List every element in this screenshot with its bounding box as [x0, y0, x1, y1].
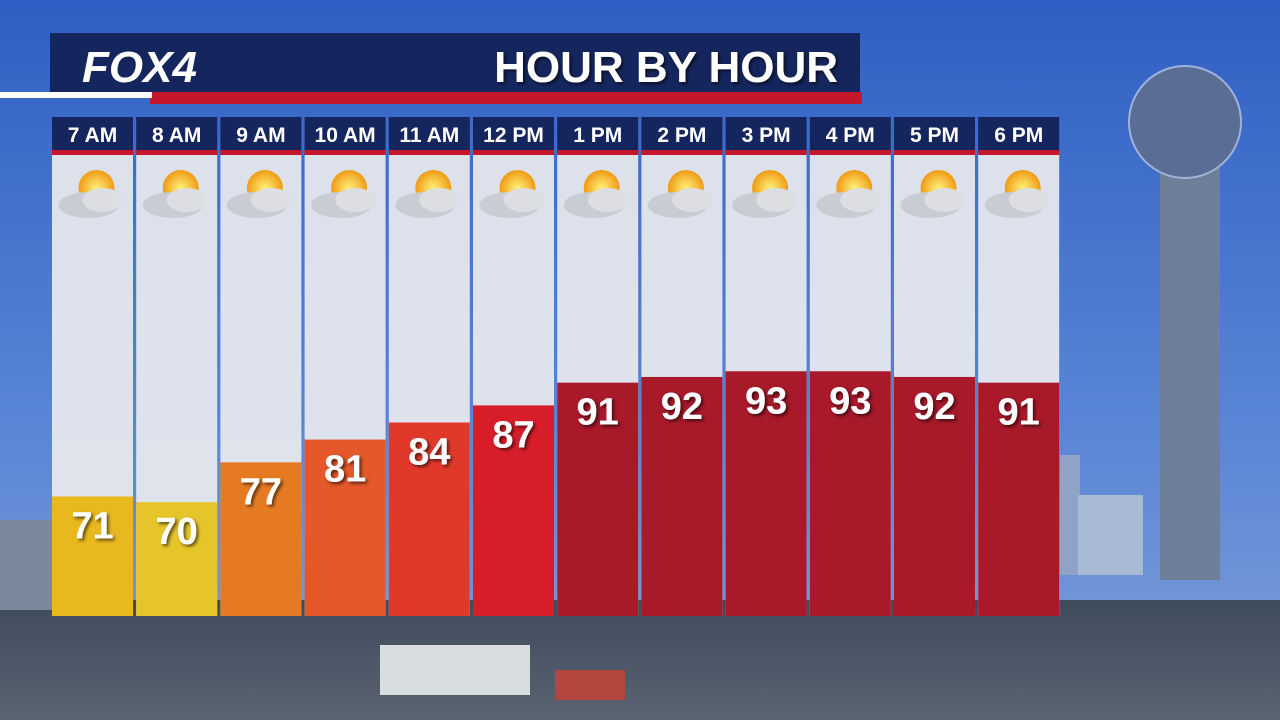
weather-icon: [647, 170, 712, 218]
header-stripe: [894, 150, 975, 155]
bar: [557, 382, 639, 616]
header-stripe: [725, 150, 807, 155]
header-stripe: [473, 150, 554, 155]
column-header: [809, 117, 891, 152]
column-header: [136, 117, 218, 152]
cloud: [250, 188, 291, 212]
hour-label: 9 AM: [236, 124, 285, 147]
logo: FOX4: [82, 43, 197, 92]
hour-label: 3 PM: [742, 124, 791, 147]
column-header: [725, 117, 807, 152]
value-label: 87: [492, 414, 534, 456]
cloud: [419, 188, 460, 212]
bar: [52, 496, 133, 616]
bar: [388, 422, 470, 616]
weather-icon: [226, 170, 291, 218]
header-stripe: [978, 150, 1060, 155]
hour-label: 10 AM: [315, 124, 376, 147]
hour-label: 12 PM: [483, 124, 544, 147]
header-stripe: [136, 150, 218, 155]
column-header: [641, 117, 723, 152]
cloud: [503, 188, 544, 212]
weather-icon: [311, 170, 376, 218]
weather-icon: [563, 170, 628, 218]
bar: [809, 371, 891, 616]
weather-icon: [816, 170, 881, 218]
bar: [725, 371, 807, 616]
hour-label: 11 AM: [399, 124, 459, 147]
hour-label: 4 PM: [826, 124, 875, 147]
hour-label: 7 AM: [68, 124, 117, 147]
hour-label: 6 PM: [994, 124, 1043, 147]
header-stripe: [641, 150, 723, 155]
bar: [304, 439, 386, 616]
value-label: 93: [829, 380, 871, 422]
value-label: 84: [408, 431, 450, 473]
weather-icon: [142, 170, 207, 218]
cloud: [756, 188, 797, 212]
weather-icon: [395, 170, 460, 218]
weather-icon: [900, 170, 965, 218]
value-label: 93: [745, 380, 787, 422]
hour-label: 2 PM: [657, 124, 706, 147]
cloud: [166, 188, 207, 212]
value-label: 70: [156, 511, 198, 553]
bar: [220, 462, 302, 616]
title-bar: [50, 33, 860, 93]
bar: [136, 502, 218, 616]
header-stripe: [52, 150, 133, 155]
hour-label: 8 AM: [152, 124, 201, 147]
header-stripe: [388, 150, 470, 155]
weather-icon: [58, 170, 123, 218]
bar: [894, 376, 975, 616]
header-stripe: [304, 150, 386, 155]
cloud: [924, 188, 965, 212]
weather-icon: [984, 170, 1049, 218]
weather-icon: [732, 170, 797, 218]
title-stripe: [150, 92, 862, 104]
bar: [473, 405, 554, 616]
column-header: [473, 117, 554, 152]
cloud: [1008, 188, 1049, 212]
cloud: [335, 188, 376, 212]
ground: [0, 600, 1280, 720]
hour-label: 1 PM: [573, 124, 622, 147]
skyline: [0, 65, 1242, 700]
hour-label: 5 PM: [910, 124, 959, 147]
bar: [978, 382, 1060, 616]
weather-icon: [479, 170, 544, 218]
cloud: [840, 188, 881, 212]
column-header: [220, 117, 302, 152]
column-header: [557, 117, 639, 152]
value-label: 92: [661, 386, 703, 428]
column-header: [978, 117, 1060, 152]
value-label: 92: [913, 386, 955, 428]
chart-title: HOUR BY HOUR: [494, 43, 838, 92]
value-label: 77: [240, 471, 282, 513]
header-stripe: [557, 150, 639, 155]
value-label: 91: [998, 392, 1040, 434]
value-label: 81: [324, 449, 366, 491]
column-header: [388, 117, 470, 152]
value-label: 91: [577, 392, 619, 434]
cloud: [82, 188, 123, 212]
cloud: [671, 188, 712, 212]
column-header: [894, 117, 975, 152]
value-label: 71: [71, 505, 113, 547]
column-header: [304, 117, 386, 152]
header-stripe: [220, 150, 302, 155]
title-rule: [0, 92, 152, 98]
cloud: [587, 188, 628, 212]
bar: [641, 376, 723, 616]
header-stripe: [809, 150, 891, 155]
column-header: [52, 117, 133, 152]
